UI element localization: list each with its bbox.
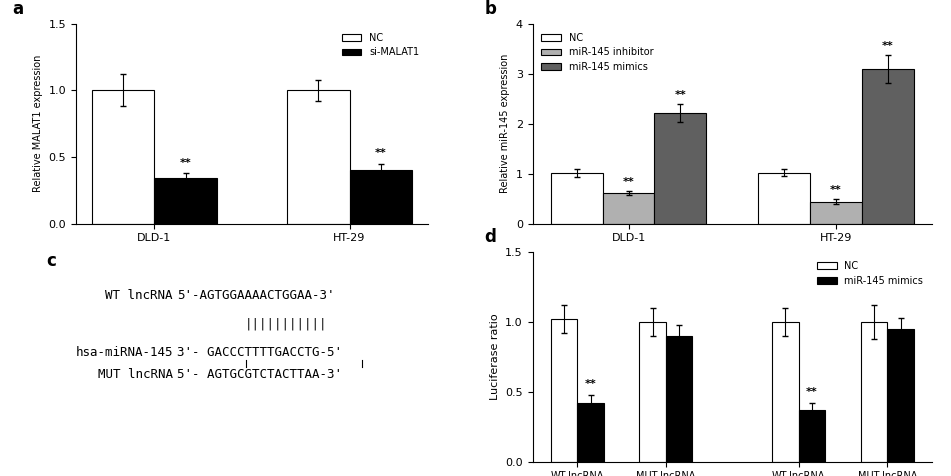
- Legend: NC, miR-145 inhibitor, miR-145 mimics: NC, miR-145 inhibitor, miR-145 mimics: [537, 29, 657, 76]
- Text: c: c: [47, 252, 56, 270]
- Bar: [577, 403, 604, 462]
- Text: WT lncRNA: WT lncRNA: [106, 289, 173, 302]
- Text: hsa-miRNA-145: hsa-miRNA-145: [75, 346, 173, 359]
- Text: 5'-AGTGGAAAACTGGAA-3': 5'-AGTGGAAAACTGGAA-3': [177, 289, 335, 302]
- Bar: [350, 170, 412, 224]
- Bar: [772, 322, 799, 462]
- Bar: [799, 410, 825, 462]
- Bar: [887, 329, 914, 462]
- Text: 3'- GACCCTTTTGACCTG-5': 3'- GACCCTTTTGACCTG-5': [177, 346, 342, 359]
- Text: **: **: [830, 185, 842, 195]
- Bar: [654, 113, 707, 224]
- Text: a: a: [12, 0, 24, 18]
- Legend: NC, si-MALAT1: NC, si-MALAT1: [338, 29, 423, 61]
- Y-axis label: Luciferase ratio: Luciferase ratio: [490, 314, 499, 400]
- Bar: [810, 202, 862, 224]
- Bar: [862, 69, 914, 224]
- Bar: [287, 90, 350, 224]
- Y-axis label: Relative MALAT1 expression: Relative MALAT1 expression: [33, 55, 43, 192]
- Text: MUT lncRNA: MUT lncRNA: [98, 368, 173, 381]
- Text: |||||||||||: |||||||||||: [244, 317, 327, 331]
- Text: **: **: [882, 41, 894, 51]
- Legend: NC, miR-145 mimics: NC, miR-145 mimics: [813, 257, 927, 290]
- Y-axis label: Relative miR-145 expression: Relative miR-145 expression: [500, 54, 510, 193]
- Text: **: **: [585, 379, 596, 389]
- Bar: [666, 336, 692, 462]
- Text: **: **: [375, 149, 387, 159]
- Bar: [639, 322, 666, 462]
- Bar: [154, 178, 217, 224]
- Bar: [758, 173, 810, 224]
- Bar: [861, 322, 887, 462]
- Bar: [603, 193, 654, 224]
- Text: **: **: [623, 177, 634, 187]
- Text: **: **: [674, 90, 687, 100]
- Text: d: d: [485, 228, 496, 246]
- Bar: [92, 90, 154, 224]
- Text: **: **: [806, 387, 818, 397]
- Bar: [551, 319, 577, 462]
- Text: b: b: [485, 0, 496, 18]
- Bar: [551, 173, 603, 224]
- Text: 5'- AGTGCGTCTACTTAA-3': 5'- AGTGCGTCTACTTAA-3': [177, 368, 342, 381]
- Text: **: **: [180, 158, 191, 168]
